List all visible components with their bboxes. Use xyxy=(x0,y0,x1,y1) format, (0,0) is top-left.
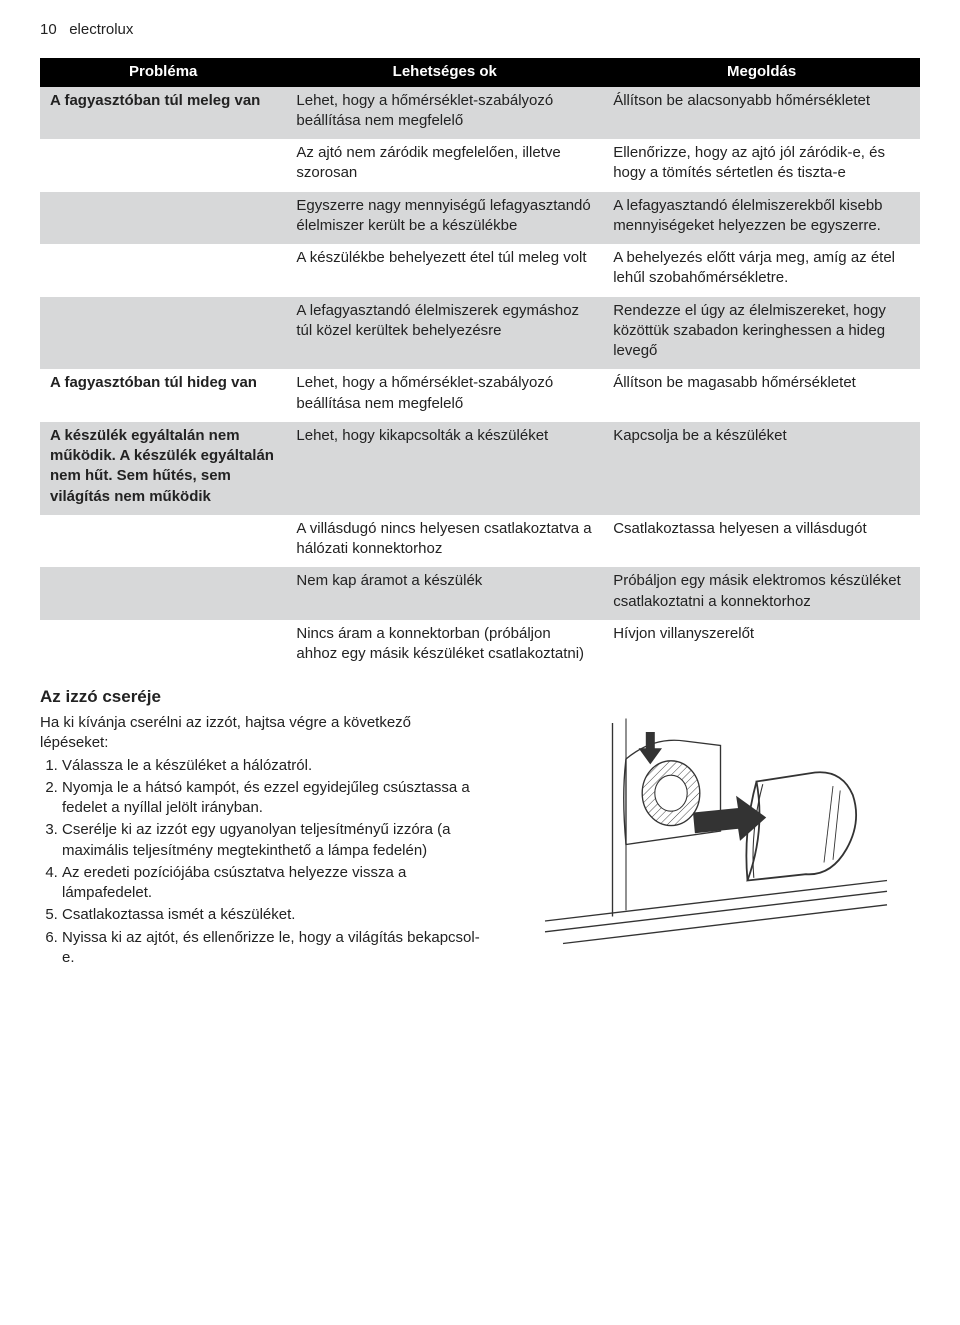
troubleshooting-table: Probléma Lehetséges ok Megoldás A fagyas… xyxy=(40,58,920,672)
col-header-cause: Lehetséges ok xyxy=(286,58,603,86)
page-number: 10 xyxy=(40,21,57,38)
table-row: Egyszerre nagy mennyiségű lefagyasztandó… xyxy=(40,192,920,245)
cell-solution: Állítson be magasabb hőmérsékletet xyxy=(603,369,920,422)
cell-problem: A fagyasztóban túl hideg van xyxy=(40,369,286,422)
table-row: A fagyasztóban túl meleg vanLehet, hogy … xyxy=(40,87,920,140)
table-row: Az ajtó nem záródik megfelelően, illetve… xyxy=(40,139,920,192)
cell-solution: Kapcsolja be a készüléket xyxy=(603,422,920,515)
cell-problem xyxy=(40,192,286,245)
cell-cause: Lehet, hogy a hőmérséklet-szabályozó beá… xyxy=(286,369,603,422)
table-row: A készülékbe behelyezett étel túl meleg … xyxy=(40,244,920,297)
cell-problem xyxy=(40,567,286,620)
cell-cause: Nincs áram a konnektorban (próbáljon ahh… xyxy=(286,620,603,673)
list-item: Nyissa ki az ajtót, és ellenőrizze le, h… xyxy=(62,928,482,969)
table-row: A fagyasztóban túl hideg vanLehet, hogy … xyxy=(40,369,920,422)
table-row: A készülék egyáltalán nem működik. A kés… xyxy=(40,422,920,515)
cell-problem xyxy=(40,244,286,297)
cell-solution: Rendezze el úgy az élelmiszereket, hogy … xyxy=(603,297,920,370)
page-header: 10 electrolux xyxy=(40,20,920,40)
cell-problem: A készülék egyáltalán nem működik. A kés… xyxy=(40,422,286,515)
table-row: Nincs áram a konnektorban (próbáljon ahh… xyxy=(40,620,920,673)
list-item: Csatlakoztassa ismét a készüléket. xyxy=(62,905,482,925)
cell-cause: Lehet, hogy kikapcsolták a készüléket xyxy=(286,422,603,515)
table-row: A lefagyasztandó élelmiszerek egymáshoz … xyxy=(40,297,920,370)
table-row: A villásdugó nincs helyesen csatlakoztat… xyxy=(40,515,920,568)
col-header-problem: Probléma xyxy=(40,58,286,86)
cell-cause: Nem kap áramot a készülék xyxy=(286,567,603,620)
cell-solution: Állítson be alacsonyabb hőmérsékletet xyxy=(603,87,920,140)
cell-cause: Az ajtó nem záródik megfelelően, illetve… xyxy=(286,139,603,192)
cell-problem xyxy=(40,139,286,192)
cell-problem xyxy=(40,297,286,370)
bulb-steps-list: Válassza le a készüléket a hálózatról.Ny… xyxy=(40,756,482,969)
list-item: Cserélje ki az izzót egy ugyanolyan telj… xyxy=(62,820,482,861)
brand-name: electrolux xyxy=(69,21,133,38)
cell-problem xyxy=(40,515,286,568)
list-item: Az eredeti pozíciójába csúsztatva helyez… xyxy=(62,863,482,904)
bulb-intro: Ha ki kívánja cserélni az izzót, hajtsa … xyxy=(40,713,482,754)
cell-solution: Próbáljon egy másik elektromos készüléke… xyxy=(603,567,920,620)
cell-solution: Hívjon villanyszerelőt xyxy=(603,620,920,673)
col-header-solution: Megoldás xyxy=(603,58,920,86)
cell-cause: Egyszerre nagy mennyiségű lefagyasztandó… xyxy=(286,192,603,245)
cell-solution: A behelyezés előtt várja meg, amíg az ét… xyxy=(603,244,920,297)
table-row: Nem kap áramot a készülékPróbáljon egy m… xyxy=(40,567,920,620)
cell-cause: A készülékbe behelyezett étel túl meleg … xyxy=(286,244,603,297)
cell-cause: Lehet, hogy a hőmérséklet-szabályozó beá… xyxy=(286,87,603,140)
cell-solution: A lefagyasztandó élelmiszerekből kisebb … xyxy=(603,192,920,245)
bulb-cover-illustration xyxy=(536,696,896,966)
cell-cause: A lefagyasztandó élelmiszerek egymáshoz … xyxy=(286,297,603,370)
cell-problem: A fagyasztóban túl meleg van xyxy=(40,87,286,140)
cell-problem xyxy=(40,620,286,673)
cell-solution: Ellenőrizze, hogy az ajtó jól záródik-e,… xyxy=(603,139,920,192)
bulb-section-title: Az izzó cseréje xyxy=(40,686,482,709)
cell-cause: A villásdugó nincs helyesen csatlakoztat… xyxy=(286,515,603,568)
cell-solution: Csatlakoztassa helyesen a villásdugót xyxy=(603,515,920,568)
list-item: Nyomja le a hátsó kampót, és ezzel egyid… xyxy=(62,778,482,819)
list-item: Válassza le a készüléket a hálózatról. xyxy=(62,756,482,776)
